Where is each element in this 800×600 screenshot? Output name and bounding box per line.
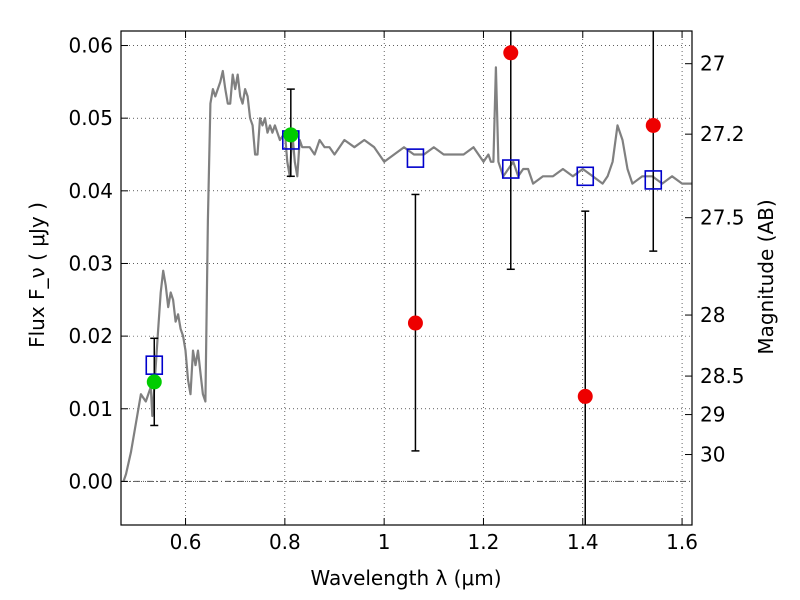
y-tick-label: 0.02 [68,324,113,348]
model-sed-layer [122,66,692,482]
mag-tick-label: 30 [700,443,725,467]
model-photometry-square [406,148,425,168]
non-detection-point [577,388,593,404]
x-tick-label: 1.2 [468,530,500,554]
detection-point [283,127,299,143]
x-axis-label: Wavelength λ (μm) [310,566,501,590]
x-tick-label: 0.6 [170,530,202,554]
mag-tick-label: 27.2 [700,122,745,146]
mag-tick-label: 28 [700,303,725,327]
y-axis-label: Flux F_ν ( μJy ) [25,202,49,348]
y-tick-label: 0.06 [68,34,113,58]
points-layer [146,45,661,404]
x-tick-label: 1.6 [666,530,698,554]
errorbar-layer [150,31,658,525]
y-tick-label: 0.00 [68,469,113,493]
mag-tick-label: 27 [700,52,725,76]
y-tick-label: 0.03 [68,251,113,275]
y2-axis-label: Magnitude (AB) [754,199,778,354]
plot-frame [120,30,693,526]
non-detection-point [503,45,519,61]
mag-tick-label: 28.5 [700,364,745,388]
detection-point [146,374,162,390]
model-photometry-layer [145,130,663,375]
model-photometry-square [145,355,164,375]
model-photometry-square [501,159,520,179]
y-tick-label: 0.01 [68,397,113,421]
y-tick-label: 0.04 [68,179,113,203]
mag-tick-label: 29 [700,403,725,427]
model-photometry-square [644,170,663,190]
tick-layer: 0.6 0.8 1 1.2 1.4 1.6 0.00 0.01 0.02 0.03 0.04 0.05… [68,31,745,554]
non-detection-point [645,117,661,133]
mag-tick-label: 27.5 [700,206,745,230]
x-tick-label: 1.4 [567,530,599,554]
non-detection-point [407,315,423,331]
x-tick-label: 1 [378,530,391,554]
model-sed-line [122,66,692,482]
model-photometry-square [576,166,595,187]
x-tick-label: 0.8 [269,530,301,554]
y-tick-label: 0.05 [68,106,113,130]
